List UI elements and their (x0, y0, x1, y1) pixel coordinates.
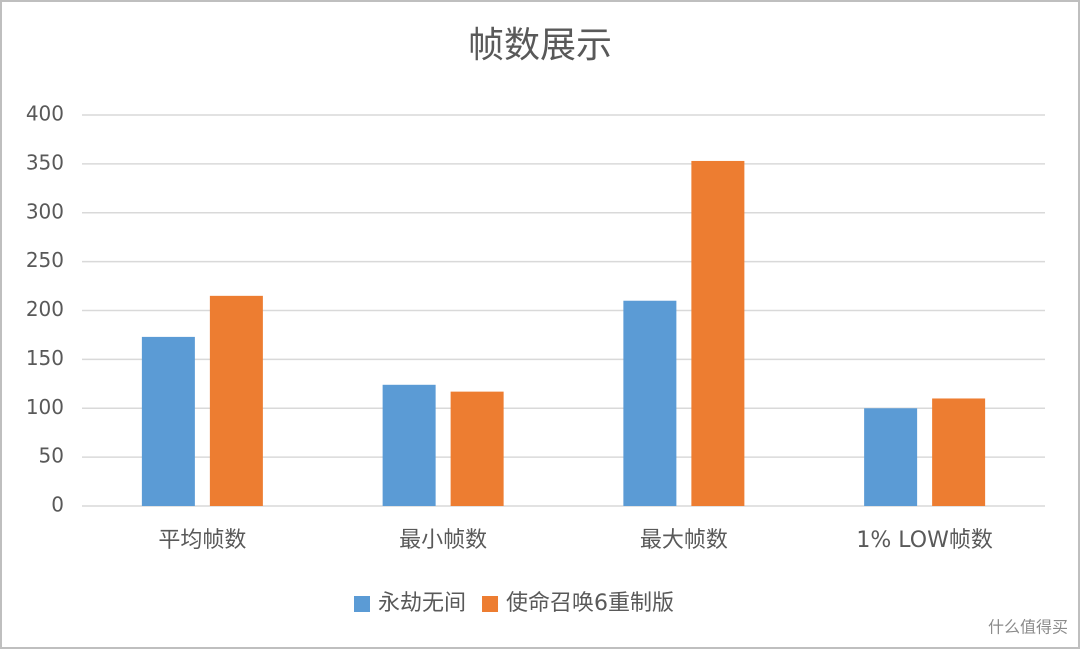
watermark: 什么值得买 (988, 618, 1068, 637)
bar (864, 408, 918, 506)
y-tick-label: 400 (26, 102, 64, 126)
y-tick-label: 250 (26, 248, 64, 272)
y-tick-label: 350 (26, 150, 64, 174)
x-tick-label: 最小帧数 (399, 528, 487, 553)
legend-label: 使命召唤6重制版 (506, 591, 674, 616)
bar (623, 300, 677, 506)
y-tick-label: 100 (26, 395, 64, 419)
x-tick-label: 最大帧数 (640, 528, 728, 553)
bar (932, 398, 986, 506)
bar (382, 384, 436, 506)
bar (209, 295, 263, 506)
bar (141, 336, 195, 506)
bar (691, 160, 745, 506)
legend-label: 永劫无间 (378, 591, 466, 616)
y-tick-label: 300 (26, 199, 64, 223)
y-tick-label: 150 (26, 346, 64, 370)
bar (450, 391, 504, 506)
y-tick-label: 200 (26, 297, 64, 321)
legend-swatch (482, 596, 499, 612)
y-tick-label: 0 (51, 493, 64, 517)
x-tick-label: 平均帧数 (158, 528, 246, 553)
y-tick-label: 50 (39, 444, 64, 468)
x-tick-label: 1% LOW帧数 (856, 528, 992, 553)
legend-swatch (354, 596, 370, 612)
chart-title: 帧数展示 (468, 25, 612, 66)
